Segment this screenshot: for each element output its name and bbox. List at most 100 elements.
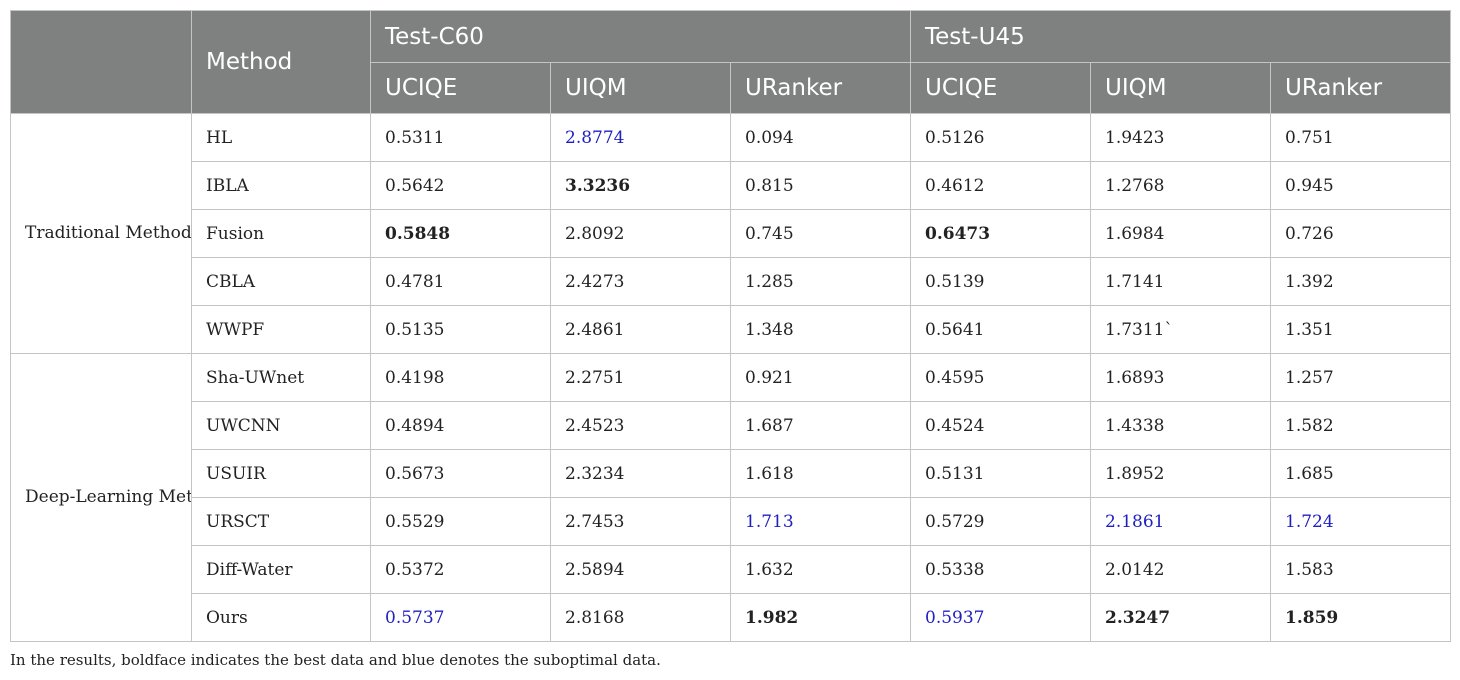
value-cell: 1.687 <box>729 401 912 450</box>
header-metric: UCIQE <box>910 62 1092 114</box>
value-cell: 2.4273 <box>550 257 731 306</box>
value-cell: 1.982 <box>729 593 912 642</box>
value-cell: 0.945 <box>1270 161 1452 210</box>
table-row: Ours 0.5737 2.8168 1.982 0.5937 2.3247 1.859 <box>11 593 1452 642</box>
results-table: Method Test-C60 Test-U45 UCIQE UIQM URan… <box>10 10 1452 642</box>
value-cell: 1.6984 <box>1090 209 1272 258</box>
value-cell: 0.4894 <box>370 401 551 450</box>
value-cell: 0.5848 <box>370 209 551 258</box>
value-cell: 0.751 <box>1270 113 1452 162</box>
value-cell: 1.859 <box>1270 593 1452 642</box>
value-cell: 0.5131 <box>910 449 1092 498</box>
header-group-test-u45: Test-U45 <box>910 10 1452 63</box>
value-cell: 2.8168 <box>550 593 731 642</box>
value-cell: 0.4612 <box>910 161 1092 210</box>
value-cell: 0.094 <box>729 113 912 162</box>
method-cell: Sha-UWnet <box>191 353 371 402</box>
value-cell: 0.5338 <box>910 545 1092 594</box>
value-cell: 0.5126 <box>910 113 1092 162</box>
value-cell: 1.582 <box>1270 401 1452 450</box>
value-cell: 1.4338 <box>1090 401 1272 450</box>
value-cell: 0.5729 <box>910 497 1092 546</box>
value-cell: 0.815 <box>729 161 912 210</box>
value-cell: 1.7141 <box>1090 257 1272 306</box>
value-cell: 0.5673 <box>370 449 551 498</box>
header-metric: URanker <box>1270 62 1452 114</box>
value-cell: 1.7311` <box>1090 305 1272 354</box>
value-cell: 0.5529 <box>370 497 551 546</box>
table-body: Traditional Method HL 0.5311 2.8774 0.094 0.5… <box>10 113 1452 642</box>
value-cell: 0.4198 <box>370 353 551 402</box>
value-cell: 2.8774 <box>550 113 731 162</box>
value-cell: 2.3234 <box>550 449 731 498</box>
value-cell: 2.8092 <box>550 209 731 258</box>
value-cell: 2.5894 <box>550 545 731 594</box>
value-cell: 0.5135 <box>370 305 551 354</box>
table-row: Deep-Learning MethodSha-UWnet0.41982.275… <box>10 353 1452 642</box>
method-cell: URSCT <box>191 497 371 546</box>
group-label: Traditional Method <box>10 113 192 354</box>
table-row: Traditional Method HL 0.5311 2.8774 0.094 0.5… <box>10 113 1452 354</box>
value-cell: 0.5641 <box>910 305 1092 354</box>
table-row: WWPF 0.5135 2.4861 1.348 0.5641 1.7311` 1.351 <box>11 305 1452 354</box>
value-cell: 1.8952 <box>1090 449 1272 498</box>
table-row: Fusion 0.5848 2.8092 0.745 0.6473 1.6984 0.726 <box>11 209 1452 258</box>
value-cell: 0.5737 <box>370 593 551 642</box>
table-row: UWCNN 0.4894 2.4523 1.687 0.4524 1.4338 1.582 <box>11 401 1452 450</box>
value-cell: 1.685 <box>1270 449 1452 498</box>
value-cell: 0.4595 <box>910 353 1092 402</box>
table-row: URSCT 0.5529 2.7453 1.713 0.5729 2.1861 1.724 <box>11 497 1452 546</box>
value-cell: 3.3236 <box>550 161 731 210</box>
value-cell: 1.285 <box>729 257 912 306</box>
table-row: IBLA 0.5642 3.3236 0.815 0.4612 1.2768 0.945 <box>11 161 1452 210</box>
value-cell: 1.351 <box>1270 305 1452 354</box>
results-table-container: Method Test-C60 Test-U45 UCIQE UIQM URan… <box>10 10 1452 642</box>
header-metric: UCIQE <box>370 62 551 114</box>
method-cell: USUIR <box>191 449 371 498</box>
value-cell: 1.724 <box>1270 497 1452 546</box>
value-cell: 2.2751 <box>550 353 731 402</box>
value-cell: 1.392 <box>1270 257 1452 306</box>
header-group-test-c60: Test-C60 <box>369 10 912 63</box>
table-row: USUIR 0.5673 2.3234 1.618 0.5131 1.8952 1.685 <box>11 449 1452 498</box>
method-cell: CBLA <box>191 257 371 306</box>
value-cell: 2.4523 <box>550 401 731 450</box>
value-cell: 0.5139 <box>910 257 1092 306</box>
value-cell: 2.1861 <box>1090 497 1272 546</box>
method-cell: Fusion <box>191 209 371 258</box>
value-cell: 1.6893 <box>1090 353 1272 402</box>
value-cell: 0.5937 <box>910 593 1092 642</box>
header-metric: UIQM <box>550 62 731 114</box>
value-cell: 1.2768 <box>1090 161 1272 210</box>
value-cell: 2.4861 <box>550 305 731 354</box>
value-cell: 0.745 <box>729 209 912 258</box>
method-cell: UWCNN <box>191 401 371 450</box>
value-cell: 0.4781 <box>370 257 551 306</box>
value-cell: 0.5372 <box>370 545 551 594</box>
group-label: Deep-Learning Method <box>10 353 192 642</box>
value-cell: 1.618 <box>729 449 912 498</box>
value-cell: 0.921 <box>729 353 912 402</box>
table-row: CBLA 0.4781 2.4273 1.285 0.5139 1.7141 1.392 <box>11 257 1452 306</box>
value-cell: 1.9423 <box>1090 113 1272 162</box>
value-cell: 0.6473 <box>910 209 1092 258</box>
value-cell: 0.726 <box>1270 209 1452 258</box>
value-cell: 0.5642 <box>370 161 551 210</box>
value-cell: 0.5311 <box>370 113 551 162</box>
method-cell: HL <box>191 113 371 162</box>
header-blank <box>10 10 192 114</box>
table-row: Diff-Water 0.5372 2.5894 1.632 0.5338 2.0142 1… <box>11 545 1452 594</box>
value-cell: 2.0142 <box>1090 545 1272 594</box>
value-cell: 0.4524 <box>910 401 1092 450</box>
method-cell: WWPF <box>191 305 371 354</box>
method-cell: IBLA <box>191 161 371 210</box>
value-cell: 2.3247 <box>1090 593 1272 642</box>
value-cell: 1.257 <box>1270 353 1452 402</box>
method-cell: Diff-Water <box>191 545 371 594</box>
value-cell: 1.632 <box>729 545 912 594</box>
header-row-metrics: UCIQE UIQM URanker UCIQE UIQM URanker <box>11 62 1452 114</box>
value-cell: 1.713 <box>729 497 912 546</box>
header-method: Method <box>191 10 371 114</box>
method-cell: Ours <box>191 593 371 642</box>
value-cell: 1.583 <box>1270 545 1452 594</box>
